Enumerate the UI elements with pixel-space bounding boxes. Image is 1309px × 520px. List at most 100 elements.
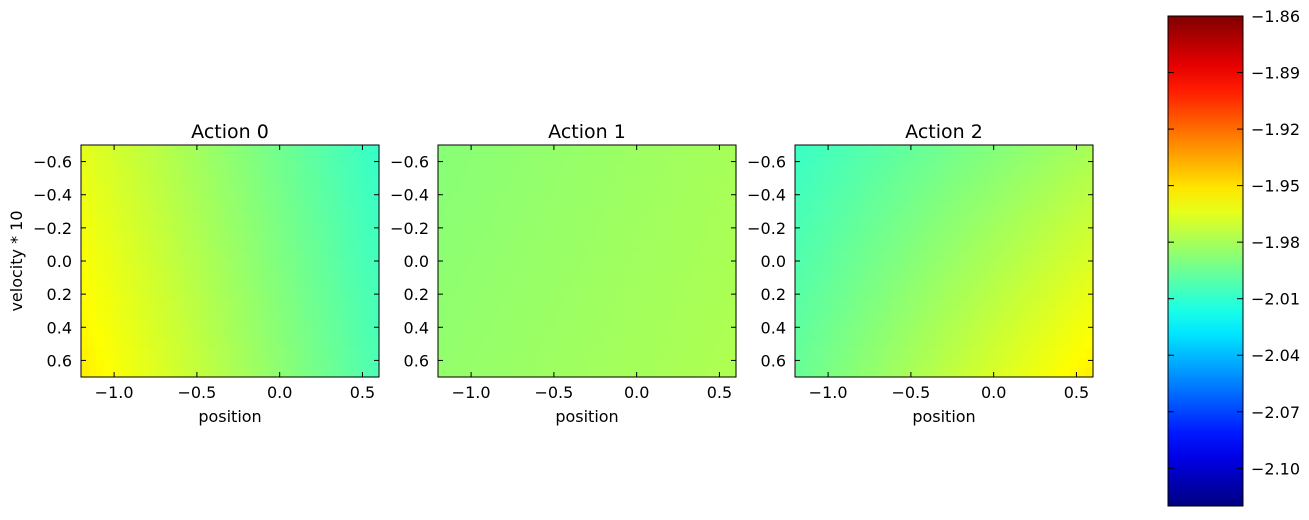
heatmap-cell	[133, 232, 142, 243]
heatmap-cell	[579, 183, 588, 194]
heatmap-cell	[1033, 145, 1042, 156]
heatmap-cell	[252, 232, 261, 243]
heatmap-cell	[1063, 241, 1072, 252]
heatmap-cell	[557, 270, 566, 281]
heatmap-cell	[661, 348, 670, 359]
heatmap-cell	[809, 145, 818, 156]
heatmap-cell	[252, 261, 261, 272]
heatmap-cell	[452, 261, 461, 272]
heatmap-cell	[572, 367, 581, 378]
heatmap-cell	[1033, 183, 1042, 194]
heatmap-cell	[230, 164, 239, 175]
heatmap-cell	[936, 203, 945, 214]
heatmap-cell	[244, 338, 253, 349]
heatmap-cell	[847, 164, 856, 175]
heatmap-cell	[854, 203, 863, 214]
panel-title: Action 0	[191, 121, 269, 143]
heatmap-cell	[958, 145, 967, 156]
heatmap-cell	[81, 328, 90, 339]
heatmap-cell	[839, 270, 848, 281]
heatmap-cell	[1055, 174, 1064, 185]
heatmap-cell	[177, 203, 186, 214]
heatmap-cell	[1040, 203, 1049, 214]
heatmap-cell	[170, 309, 179, 320]
heatmap-cell	[1078, 212, 1087, 223]
heatmap-cell	[1070, 319, 1079, 330]
heatmap-cell	[973, 290, 982, 301]
heatmap-cell	[192, 290, 201, 301]
heatmap-cell	[438, 290, 447, 301]
heatmap-cell	[297, 174, 306, 185]
heatmap-cell	[244, 280, 253, 291]
heatmap-cell	[1078, 183, 1087, 194]
heatmap-cell	[721, 319, 730, 330]
heatmap-cell	[103, 357, 112, 368]
heatmap-cell	[899, 348, 908, 359]
heatmap-cell	[572, 338, 581, 349]
heatmap-cell	[1003, 183, 1012, 194]
x-tick-label: 0.0	[624, 383, 649, 402]
heatmap-cell	[177, 154, 186, 165]
heatmap-cell	[326, 309, 335, 320]
heatmap-cell	[452, 174, 461, 185]
heatmap-cell	[326, 183, 335, 194]
heatmap-cell	[676, 270, 685, 281]
heatmap-cell	[1003, 164, 1012, 175]
heatmap-cell	[505, 193, 514, 204]
heatmap-cell	[824, 251, 833, 262]
heatmap-cell	[133, 251, 142, 262]
heatmap-cell	[364, 357, 373, 368]
heatmap-cell	[334, 203, 343, 214]
heatmap-cell	[267, 290, 276, 301]
heatmap-cell	[914, 222, 923, 233]
heatmap-cell	[601, 212, 610, 223]
heatmap-cell	[572, 299, 581, 310]
heatmap-cell	[505, 309, 514, 320]
heatmap-cell	[319, 319, 328, 330]
heatmap-cell	[482, 241, 491, 252]
heatmap-cell	[519, 309, 528, 320]
heatmap-cell	[579, 212, 588, 223]
heatmap-cell	[691, 232, 700, 243]
heatmap-cell	[282, 319, 291, 330]
heatmap-cell	[1040, 357, 1049, 368]
heatmap-cell	[482, 145, 491, 156]
heatmap-cell	[854, 290, 863, 301]
heatmap-cell	[319, 328, 328, 339]
heatmap-cell	[996, 212, 1005, 223]
heatmap-cell	[230, 174, 239, 185]
heatmap-cell	[557, 338, 566, 349]
heatmap-cell	[438, 261, 447, 272]
heatmap-cell	[572, 222, 581, 233]
heatmap-cell	[549, 290, 558, 301]
heatmap-cell	[944, 348, 953, 359]
heatmap-cell	[452, 154, 461, 165]
heatmap-cell	[988, 367, 997, 378]
heatmap-cell	[319, 174, 328, 185]
y-tick-label: −0.6	[747, 153, 786, 172]
heatmap-cell	[244, 357, 253, 368]
heatmap-cell	[936, 261, 945, 272]
heatmap-cell	[497, 280, 506, 291]
heatmap-cell	[609, 338, 618, 349]
heatmap-cell	[996, 280, 1005, 291]
heatmap-cell	[1070, 338, 1079, 349]
heatmap-cell	[1011, 154, 1020, 165]
heatmap-cell	[215, 241, 224, 252]
heatmap-cell	[609, 270, 618, 281]
heatmap-cell	[1078, 299, 1087, 310]
heatmap-cell	[95, 319, 104, 330]
heatmap-cell	[624, 193, 633, 204]
heatmap-cell	[631, 251, 640, 262]
heatmap-cell	[1040, 261, 1049, 272]
heatmap-cell	[862, 319, 871, 330]
heatmap-cell	[698, 251, 707, 262]
heatmap-cell	[274, 251, 283, 262]
heatmap-cell	[1048, 193, 1057, 204]
heatmap-cell	[601, 174, 610, 185]
heatmap-cell	[973, 348, 982, 359]
heatmap-cell	[958, 338, 967, 349]
heatmap-cell	[564, 212, 573, 223]
heatmap-cell	[282, 261, 291, 272]
heatmap-cell	[334, 174, 343, 185]
